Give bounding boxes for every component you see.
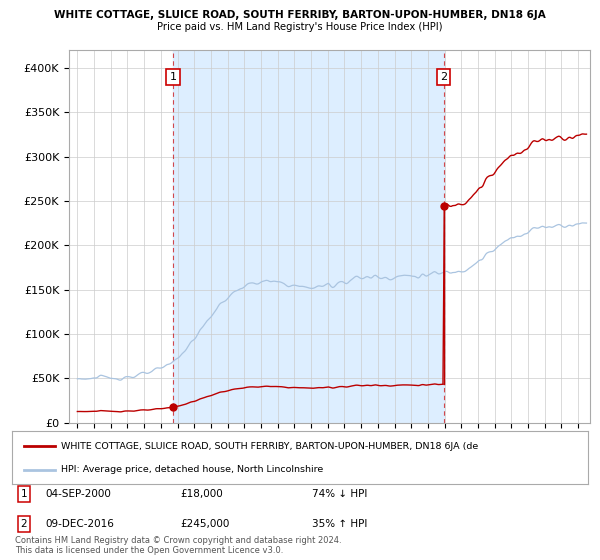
Text: Price paid vs. HM Land Registry's House Price Index (HPI): Price paid vs. HM Land Registry's House …	[157, 22, 443, 32]
Text: £18,000: £18,000	[180, 489, 223, 499]
Text: 1: 1	[20, 489, 28, 499]
Bar	[173, 50, 443, 423]
Text: 2: 2	[440, 72, 447, 82]
Text: 2: 2	[20, 519, 28, 529]
Text: 04-SEP-2000: 04-SEP-2000	[45, 489, 111, 499]
Text: This data is licensed under the Open Government Licence v3.0.: This data is licensed under the Open Gov…	[15, 547, 283, 556]
Text: 35% ↑ HPI: 35% ↑ HPI	[312, 519, 367, 529]
Text: WHITE COTTAGE, SLUICE ROAD, SOUTH FERRIBY, BARTON-UPON-HUMBER, DN18 6JA: WHITE COTTAGE, SLUICE ROAD, SOUTH FERRIB…	[54, 10, 546, 20]
Text: HPI: Average price, detached house, North Lincolnshire: HPI: Average price, detached house, Nort…	[61, 465, 323, 474]
Text: £245,000: £245,000	[180, 519, 229, 529]
Text: WHITE COTTAGE, SLUICE ROAD, SOUTH FERRIBY, BARTON-UPON-HUMBER, DN18 6JA (de: WHITE COTTAGE, SLUICE ROAD, SOUTH FERRIB…	[61, 442, 478, 451]
Text: 09-DEC-2016: 09-DEC-2016	[45, 519, 114, 529]
Text: 74% ↓ HPI: 74% ↓ HPI	[312, 489, 367, 499]
Text: 1: 1	[170, 72, 177, 82]
Text: Contains HM Land Registry data © Crown copyright and database right 2024.: Contains HM Land Registry data © Crown c…	[15, 536, 341, 545]
